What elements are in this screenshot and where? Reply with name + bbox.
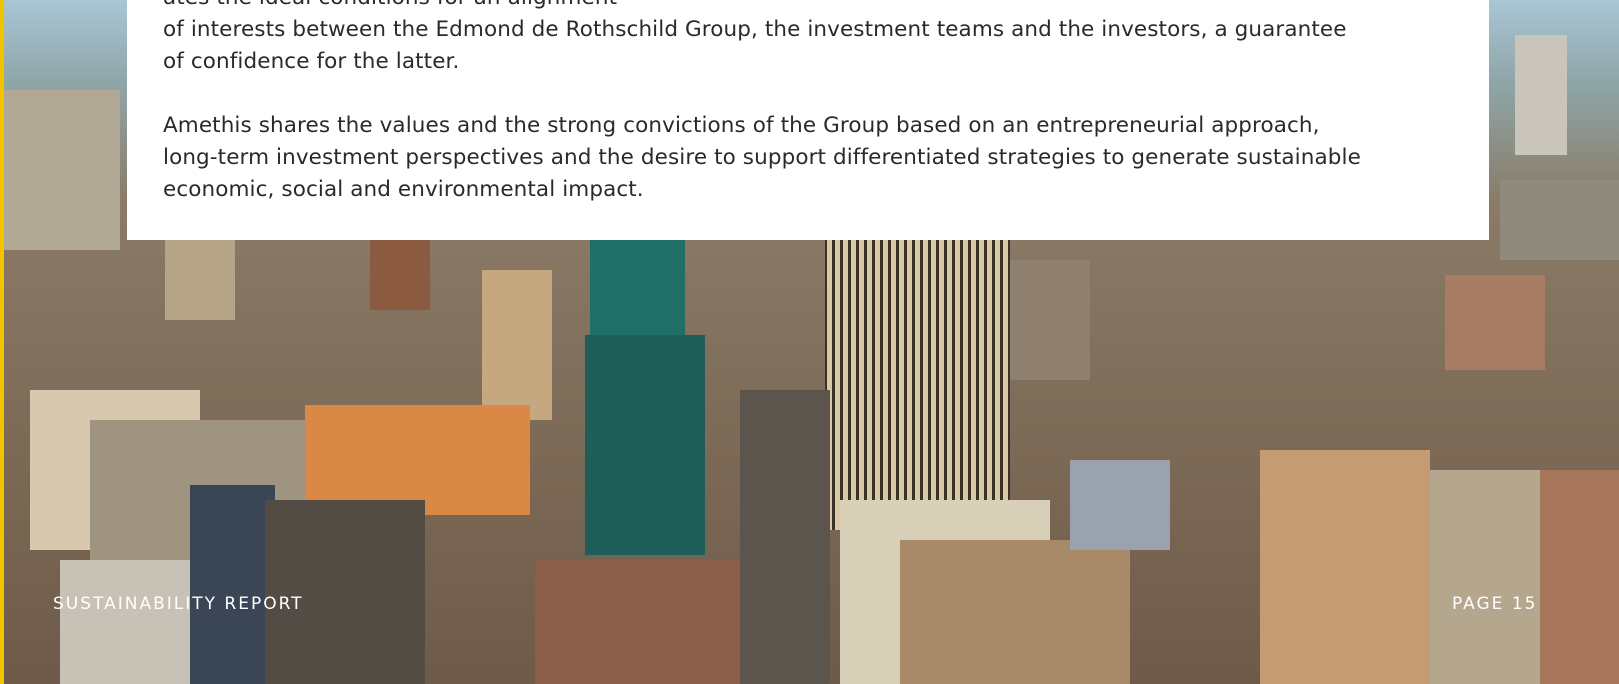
footer-right: PAGE 15 [1452, 594, 1538, 614]
building [165, 240, 235, 320]
building [825, 240, 1010, 530]
building [190, 485, 275, 684]
building [585, 335, 705, 555]
building [1445, 275, 1545, 370]
building [265, 500, 425, 684]
text-line: Amethis shares the values and the strong… [163, 113, 1320, 138]
building [1070, 460, 1170, 550]
footer-left: SUSTAINABILITY REPORT [53, 594, 304, 614]
building [1540, 470, 1619, 684]
text-line: of interests between the Edmond de Roths… [163, 17, 1347, 42]
building [1010, 260, 1090, 380]
building [1260, 450, 1430, 684]
building [482, 270, 552, 420]
text-line: economic, social and environmental impac… [163, 177, 644, 202]
tower [1515, 35, 1567, 155]
building [1500, 180, 1619, 260]
building [60, 560, 200, 684]
building [370, 240, 430, 310]
building [1430, 470, 1550, 684]
edge-strip [0, 0, 4, 684]
building [0, 90, 120, 250]
building [535, 560, 765, 684]
building [590, 240, 685, 340]
text-line: long-term investment perspectives and th… [163, 145, 1361, 170]
street [740, 390, 830, 684]
text-line: of confidence for the latter. [163, 49, 460, 74]
building [900, 540, 1130, 684]
paragraph: Amethis shares the values and the strong… [163, 110, 1361, 206]
building [305, 405, 530, 515]
